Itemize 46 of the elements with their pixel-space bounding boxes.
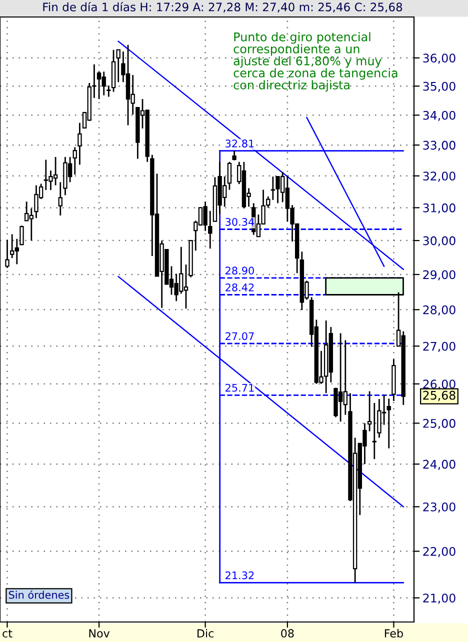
y-tick-label: 35,00 bbox=[423, 82, 456, 92]
text: 25,68 bbox=[423, 390, 456, 401]
y-tick-label: 32,00 bbox=[423, 172, 456, 182]
x-tick-label: Feb bbox=[384, 628, 403, 638]
annotation: Punto de giro potencial correspondiente a un ajuste del 61,80% y muy cerca de zona de tangencia con directriz bajista bbox=[234, 32, 398, 92]
candlestick bbox=[386, 398, 391, 450]
y-tick-label: 22,00 bbox=[423, 546, 456, 558]
candlestick bbox=[367, 390, 372, 432]
y-tick-label: 26,00 bbox=[423, 380, 456, 390]
y-tick-label: 25,00 bbox=[423, 418, 456, 430]
ref-line-label: 25.71 bbox=[226, 384, 254, 392]
y-tick-label: 23,00 bbox=[423, 502, 456, 513]
y-tick-label: 24,00 bbox=[423, 460, 456, 470]
annotation: Sin órdenes bbox=[8, 590, 70, 599]
y-tick-label: 34,00 bbox=[423, 110, 456, 122]
ref-line-label: 30.34 bbox=[226, 218, 254, 226]
candlestick bbox=[116, 49, 120, 83]
y-tick-label: 28,00 bbox=[423, 305, 456, 316]
ref-line-label: 28.90 bbox=[226, 266, 254, 275]
ref-line-label: 28.42 bbox=[226, 283, 254, 292]
ref-line-label: 32.81 bbox=[226, 140, 254, 148]
x-tick-label: Nov bbox=[89, 629, 110, 638]
x-tick-label: 08 bbox=[281, 629, 294, 638]
candlestick bbox=[72, 146, 77, 176]
candlestick bbox=[106, 84, 111, 98]
candlestick bbox=[20, 224, 24, 246]
y-tick-label: 27,00 bbox=[423, 342, 456, 352]
candlestick bbox=[58, 181, 62, 216]
y-tick-label: 33,00 bbox=[423, 140, 456, 151]
y-tick-label: 29,00 bbox=[423, 270, 456, 280]
candlestick bbox=[5, 239, 10, 269]
candlestick bbox=[208, 210, 212, 250]
x-tick-label: Dic bbox=[198, 628, 214, 638]
y-tick-label: 31,00 bbox=[423, 203, 456, 214]
candlestick bbox=[227, 161, 232, 190]
candlestick bbox=[92, 64, 96, 99]
y-tick-label: 21,00 bbox=[423, 594, 456, 604]
chart-title: Fin de día 1 días H: 17:29 A: 27,28 M: 27,40 m: 25,46 C: 25,68 bbox=[43, 2, 402, 13]
ref-line-label: 27.07 bbox=[226, 332, 254, 340]
candlestick bbox=[78, 122, 82, 166]
y-tick-label: 36,00 bbox=[423, 54, 456, 64]
ref-line-label: 21.32 bbox=[226, 571, 254, 580]
x-tick-label: ct bbox=[2, 630, 12, 638]
candlestick bbox=[372, 402, 376, 460]
y-tick-label: 30,00 bbox=[423, 236, 456, 246]
candlestick bbox=[232, 150, 236, 162]
